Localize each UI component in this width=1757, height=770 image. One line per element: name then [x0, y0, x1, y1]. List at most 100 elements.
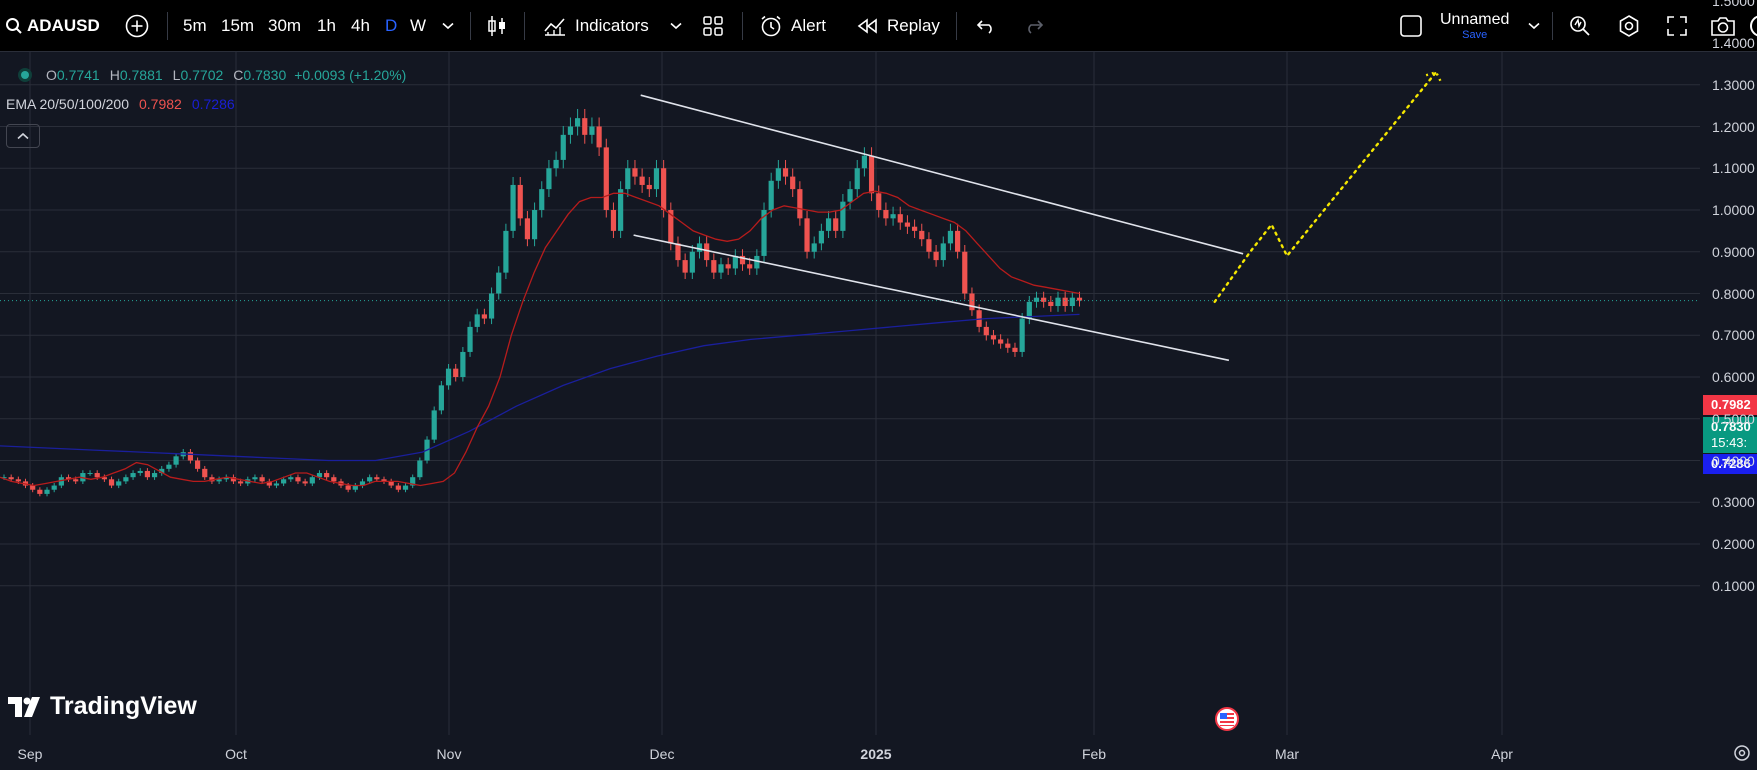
fullscreen-button[interactable] [1666, 0, 1688, 52]
grid-icon [703, 16, 723, 36]
indicators-button[interactable]: Indicators [543, 0, 649, 52]
timezone-settings-icon[interactable] [1733, 744, 1751, 767]
collapse-legend-button[interactable] [6, 124, 40, 148]
quick-search-button[interactable] [1568, 0, 1592, 52]
candle [453, 368, 459, 377]
price-chart[interactable] [0, 52, 1757, 770]
replay-button[interactable]: Replay [857, 0, 940, 52]
candle [596, 126, 602, 148]
ema-legend[interactable]: EMA 20/50/100/200 0.7982 0.7286 [6, 96, 235, 112]
candle [725, 264, 731, 269]
x-tick-label: 2025 [860, 746, 892, 762]
candle [445, 368, 452, 386]
candle [1069, 297, 1075, 307]
layout-dropdown[interactable] [1528, 0, 1540, 52]
alert-button[interactable]: Alert [759, 0, 826, 52]
candle [1, 477, 7, 479]
toolbar-divider [470, 12, 471, 40]
chart-type-button[interactable] [486, 0, 508, 52]
symbol-search[interactable]: ADAUSD [5, 0, 100, 52]
candle [216, 479, 222, 482]
candle [481, 314, 487, 319]
interval-30m[interactable]: 30m [268, 0, 301, 52]
indicators-dropdown[interactable] [670, 0, 682, 52]
candle [65, 477, 72, 480]
ema-red-value: 0.7982 [139, 96, 182, 112]
candle [782, 168, 789, 177]
candle [431, 410, 437, 440]
candle [933, 251, 939, 261]
candle [309, 477, 315, 484]
multi-layout-button[interactable] [1399, 0, 1423, 52]
candle [1062, 297, 1068, 307]
candle [288, 477, 294, 480]
candle [166, 464, 172, 469]
candle [876, 193, 882, 210]
candle [589, 126, 595, 135]
y-tick-label: 0.1000 [1712, 577, 1755, 594]
undo-button[interactable] [976, 0, 996, 52]
x-tick-label: Nov [436, 746, 462, 762]
candle [911, 226, 918, 231]
chevron-down-icon [1528, 22, 1540, 30]
interval-d-active[interactable]: D [385, 0, 397, 52]
candle [582, 118, 588, 135]
candle [847, 189, 853, 202]
candle [8, 477, 14, 480]
event-flag-icon[interactable] [1215, 707, 1239, 731]
symbol-name: ADAUSD [27, 16, 100, 35]
candle [947, 230, 954, 244]
candle [324, 473, 330, 478]
close-key: C [233, 67, 244, 83]
high-value: 0.7881 [119, 67, 163, 83]
interval-4h[interactable]: 4h [351, 0, 370, 52]
plus-circle-icon [125, 14, 149, 38]
interval-15m[interactable]: 15m [221, 0, 254, 52]
candle [15, 479, 21, 482]
gear-icon [1619, 15, 1639, 37]
candle [417, 460, 423, 478]
candle [202, 468, 208, 478]
candle [302, 481, 308, 484]
candle [173, 456, 179, 465]
interval-1h[interactable]: 1h [317, 0, 336, 52]
y-tick-label: 1.0000 [1712, 202, 1755, 218]
toolbar-divider [956, 12, 957, 40]
chevron-down-icon [670, 22, 682, 30]
candle [955, 230, 961, 252]
redo-button[interactable] [1024, 0, 1044, 52]
candle [87, 473, 93, 475]
camera-icon [1711, 17, 1735, 36]
candle [1033, 297, 1040, 302]
candle [818, 230, 824, 244]
candle [252, 477, 258, 480]
compare-button[interactable] [125, 0, 149, 52]
snapshot-button[interactable] [1710, 0, 1736, 52]
interval-5m[interactable]: 5m [183, 0, 207, 52]
candle [367, 477, 373, 482]
candle [123, 477, 129, 482]
layout-templates-button[interactable] [702, 0, 724, 52]
y-tick-label: 0.4000 [1712, 452, 1755, 469]
candle [575, 118, 581, 127]
chevron-up-icon [17, 132, 29, 140]
candle [108, 479, 115, 486]
open-key: O [46, 67, 57, 83]
candle [30, 485, 36, 490]
candle [223, 477, 229, 480]
y-tick-label: 0.2000 [1712, 536, 1755, 552]
interval-w[interactable]: W [410, 0, 426, 52]
candle [646, 184, 652, 190]
top-toolbar: ADAUSD 5m 15m 30m 1h 4h D W Indicators A… [0, 0, 1757, 52]
candle [625, 168, 631, 190]
layout-name-button[interactable]: Unnamed Save [1440, 0, 1509, 52]
logo-text: TradingView [50, 692, 197, 720]
publish-button[interactable] [1749, 0, 1757, 52]
settings-button[interactable] [1617, 0, 1641, 52]
candle [58, 477, 64, 486]
interval-dropdown[interactable] [442, 0, 454, 52]
candle [345, 485, 351, 490]
candle [539, 189, 545, 210]
candle [524, 218, 531, 240]
candles-icon [488, 16, 505, 36]
